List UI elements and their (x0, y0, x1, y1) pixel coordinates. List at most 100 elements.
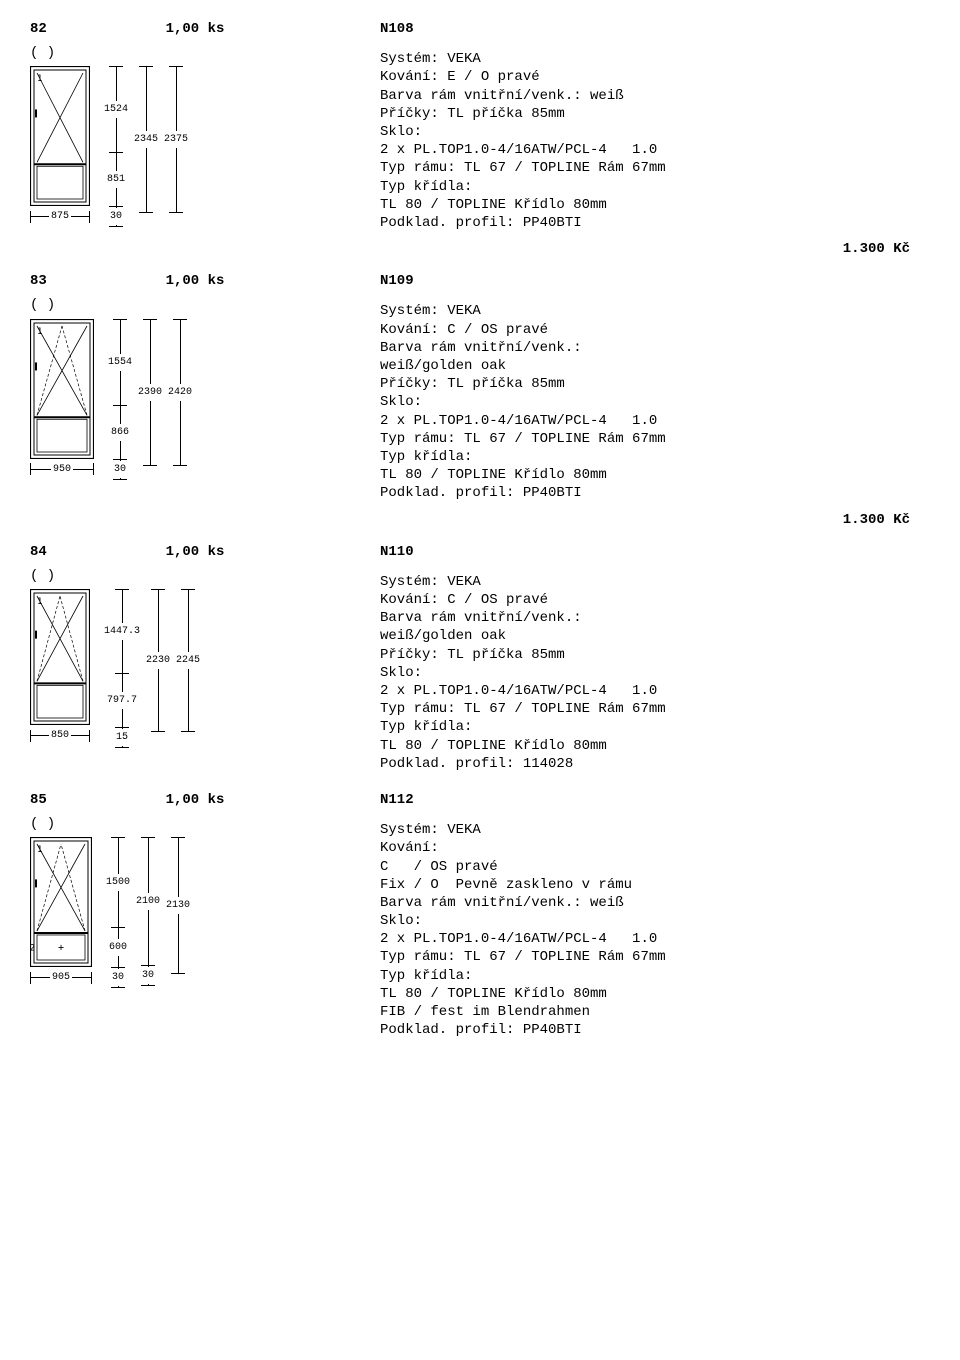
price: 1.300 Kč (30, 511, 910, 529)
spec-line: Typ rámu: TL 67 / TOPLINE Rám 67mm (380, 430, 930, 448)
item-code-row: N110 (380, 543, 930, 561)
dimensions-block: 1447.3797.715 2230 2245 (104, 589, 206, 748)
dimension-column: 1500 600 30 (106, 837, 130, 988)
position-number: 84 (30, 543, 70, 561)
item-code-row: N109 (380, 272, 930, 290)
width-dimension: 950 (30, 463, 94, 476)
spec-line: weiß/golden oak (380, 357, 930, 375)
dimension-value: 2420 (168, 386, 192, 399)
dimension-value: 30 (114, 463, 126, 476)
spec-line: Typ rámu: TL 67 / TOPLINE Rám 67mm (380, 948, 930, 966)
paren: ( ) (30, 567, 380, 585)
svg-text:2: 2 (30, 944, 35, 954)
dimension-value: 2375 (164, 133, 188, 146)
dimension-value: 851 (107, 173, 125, 186)
spec-line: Podklad. profil: PP40BTI (380, 1021, 930, 1039)
spec-line: C / OS pravé (380, 858, 930, 876)
spec-line: Sklo: (380, 664, 930, 682)
spec-line: Kování: C / OS pravé (380, 591, 930, 609)
spec-line: Barva rám vnitřní/venk.: (380, 339, 930, 357)
item-code-row: N112 (380, 791, 930, 809)
dimension-column: 1554 866 30 (108, 319, 132, 480)
spec-line: Kování: E / O pravé (380, 68, 930, 86)
spec-line: Typ křídla: (380, 718, 930, 736)
dimension-column: 2420 (168, 319, 192, 480)
spec-line: 2 x PL.TOP1.0-4/16ATW/PCL-4 1.0 (380, 141, 930, 159)
paren: ( ) (30, 815, 380, 833)
position-number: 85 (30, 791, 70, 809)
dimension-value: 1554 (108, 356, 132, 369)
spec-line: Systém: VEKA (380, 821, 930, 839)
spec-line: weiß/golden oak (380, 627, 930, 645)
spec-item: 83 1,00 ks ( ) 1 950 15548663023902420 N… (30, 272, 930, 502)
spec-line: Barva rám vnitřní/venk.: (380, 609, 930, 627)
paren: ( ) (30, 44, 380, 62)
item-header: 84 1,00 ks (30, 543, 380, 561)
item-code-row: N108 (380, 20, 930, 38)
spec-item: 82 1,00 ks ( ) 1 875 15248513023452375 N… (30, 20, 930, 232)
svg-text:1: 1 (37, 74, 42, 84)
dimension-column: 2345 (134, 66, 158, 227)
dimension-column: 2130 (166, 837, 190, 988)
spec-line: Sklo: (380, 123, 930, 141)
dimension-value: 1447.3 (104, 625, 140, 638)
item-header: 85 1,00 ks (30, 791, 380, 809)
width-value: 950 (53, 463, 71, 476)
dimension-column: 2390 (138, 319, 162, 480)
svg-text:1: 1 (37, 845, 42, 855)
quantity: 1,00 ks (70, 791, 380, 809)
dimensions-block: 1554 866 30 2390 2420 (108, 319, 198, 480)
spec-line: FIB / fest im Blendrahmen (380, 1003, 930, 1021)
width-value: 905 (52, 971, 70, 984)
spec-line: Systém: VEKA (380, 302, 930, 320)
dimension-column: 2375 (164, 66, 188, 227)
dimension-value: 2230 (146, 654, 170, 667)
position-number: 83 (30, 272, 70, 290)
spec-line: Podklad. profil: PP40BTI (380, 484, 930, 502)
spec-line: Typ rámu: TL 67 / TOPLINE Rám 67mm (380, 159, 930, 177)
door-diagram: 1 (30, 589, 90, 725)
spec-line: Typ křídla: (380, 448, 930, 466)
position-number: 82 (30, 20, 70, 38)
spec-line: Typ křídla: (380, 967, 930, 985)
spec-line: TL 80 / TOPLINE Křídlo 80mm (380, 737, 930, 755)
item-code: N109 (380, 272, 414, 290)
dimension-column: 1447.3797.715 (104, 589, 140, 748)
spec-line: Systém: VEKA (380, 573, 930, 591)
item-code: N112 (380, 791, 414, 809)
width-dimension: 875 (30, 210, 90, 223)
spec-line: Příčky: TL příčka 85mm (380, 375, 930, 393)
dimension-column: 210030 (136, 837, 160, 988)
dimension-value: 2390 (138, 386, 162, 399)
dimension-value: 30 (112, 971, 124, 984)
width-value: 850 (51, 729, 69, 742)
spec-line: Příčky: TL příčka 85mm (380, 646, 930, 664)
item-code: N110 (380, 543, 414, 561)
spec-line: Příčky: TL příčka 85mm (380, 105, 930, 123)
svg-text:1: 1 (37, 597, 42, 607)
spec-line: Fix / O Pevně zaskleno v rámu (380, 876, 930, 894)
dimensions-block: 15248513023452375 (104, 66, 194, 227)
dimensions-block: 1500600302100302130 (106, 837, 196, 988)
width-dimension: 905 (30, 971, 92, 984)
door-diagram: +2 1 (30, 837, 92, 967)
svg-text:+: + (58, 943, 64, 954)
quantity: 1,00 ks (70, 272, 380, 290)
spec-line: Barva rám vnitřní/venk.: weiß (380, 894, 930, 912)
spec-line: Podklad. profil: PP40BTI (380, 214, 930, 232)
price: 1.300 Kč (30, 240, 910, 258)
width-value: 875 (51, 210, 69, 223)
item-header: 82 1,00 ks (30, 20, 380, 38)
door-diagram: 1 (30, 319, 94, 459)
dimension-value: 2245 (176, 654, 200, 667)
item-header: 83 1,00 ks (30, 272, 380, 290)
dimension-value: 15 (116, 731, 128, 744)
dimension-value: 600 (109, 941, 127, 954)
spec-item: 85 1,00 ks ( ) +21 905 15006003021003021… (30, 791, 930, 1039)
dimension-value: 866 (111, 426, 129, 439)
dimension-value: 2130 (166, 899, 190, 912)
spec-item: 84 1,00 ks ( ) 1 850 1447.3797.715 2230 22… (30, 543, 930, 773)
dimension-value: 30 (142, 969, 154, 982)
dimension-value: 1500 (106, 876, 130, 889)
spec-line: Typ křídla: (380, 178, 930, 196)
